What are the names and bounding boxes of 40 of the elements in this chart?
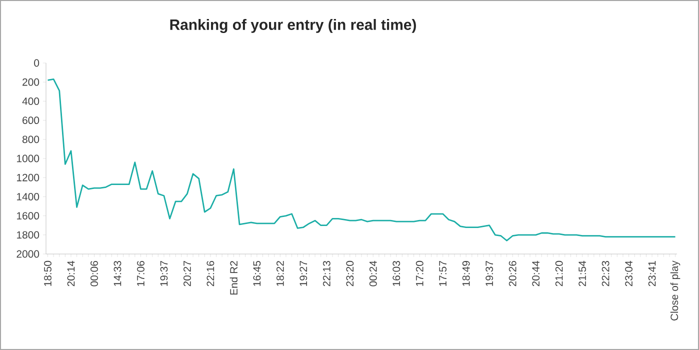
x-tick-label: 21:54 bbox=[578, 260, 586, 286]
x-tick-label: 23:04 bbox=[625, 260, 632, 286]
x-tick-label: 19:27 bbox=[300, 261, 308, 286]
y-tick-label: 2000 bbox=[16, 250, 40, 258]
x-tick-label: 00:24 bbox=[369, 260, 377, 286]
x-tick-label: 19:37 bbox=[486, 261, 494, 286]
y-tick-label: 1600 bbox=[17, 212, 40, 220]
y-tick-label: 800 bbox=[22, 136, 40, 144]
x-tick-label: 18:22 bbox=[276, 261, 284, 286]
x-tick-label: 21:20 bbox=[555, 260, 563, 286]
y-tick-label: 600 bbox=[22, 116, 40, 124]
x-tick-label: 00:06 bbox=[90, 260, 98, 286]
x-tick-label: 20:26 bbox=[508, 260, 516, 286]
x-tick-label: 18:49 bbox=[462, 261, 470, 286]
y-tick-label: 0 bbox=[34, 59, 40, 67]
x-tick-label: 23:41 bbox=[648, 261, 656, 286]
x-tick-label: Close of play bbox=[670, 260, 680, 320]
x-tick-label: 17:20 bbox=[416, 260, 424, 286]
y-tick-label: 1000 bbox=[17, 154, 40, 162]
x-tick-label: 19:37 bbox=[160, 261, 168, 286]
x-tick-label: 17:57 bbox=[439, 261, 447, 286]
x-tick-label: 20:14 bbox=[67, 260, 75, 286]
y-tick-label: 1400 bbox=[17, 193, 40, 200]
x-tick-label: 23:20 bbox=[346, 260, 354, 286]
x-tick-label: 22:13 bbox=[322, 260, 330, 286]
x-tick-label: 20:44 bbox=[532, 260, 540, 286]
x-tick-label: 18:50 bbox=[44, 260, 52, 286]
y-tick-label: 400 bbox=[22, 98, 40, 105]
x-tick-label: 16:03 bbox=[392, 260, 400, 286]
x-tick-label: 14:33 bbox=[114, 260, 122, 286]
x-tick-label: 22:16 bbox=[206, 260, 214, 286]
chart-title: Ranking of your entry (in real time) bbox=[170, 19, 416, 33]
x-tick-label: 17:06 bbox=[137, 260, 144, 286]
y-tick-label: 200 bbox=[22, 78, 40, 86]
y-tick-label: 1800 bbox=[17, 231, 40, 239]
x-tick-label: 22:23 bbox=[602, 260, 610, 286]
x-tick-label: End R2 bbox=[230, 261, 238, 295]
x-tick-label: 20:27 bbox=[184, 261, 191, 286]
x-tick-label: 16:45 bbox=[253, 260, 261, 286]
y-tick-label: 1200 bbox=[17, 174, 40, 182]
